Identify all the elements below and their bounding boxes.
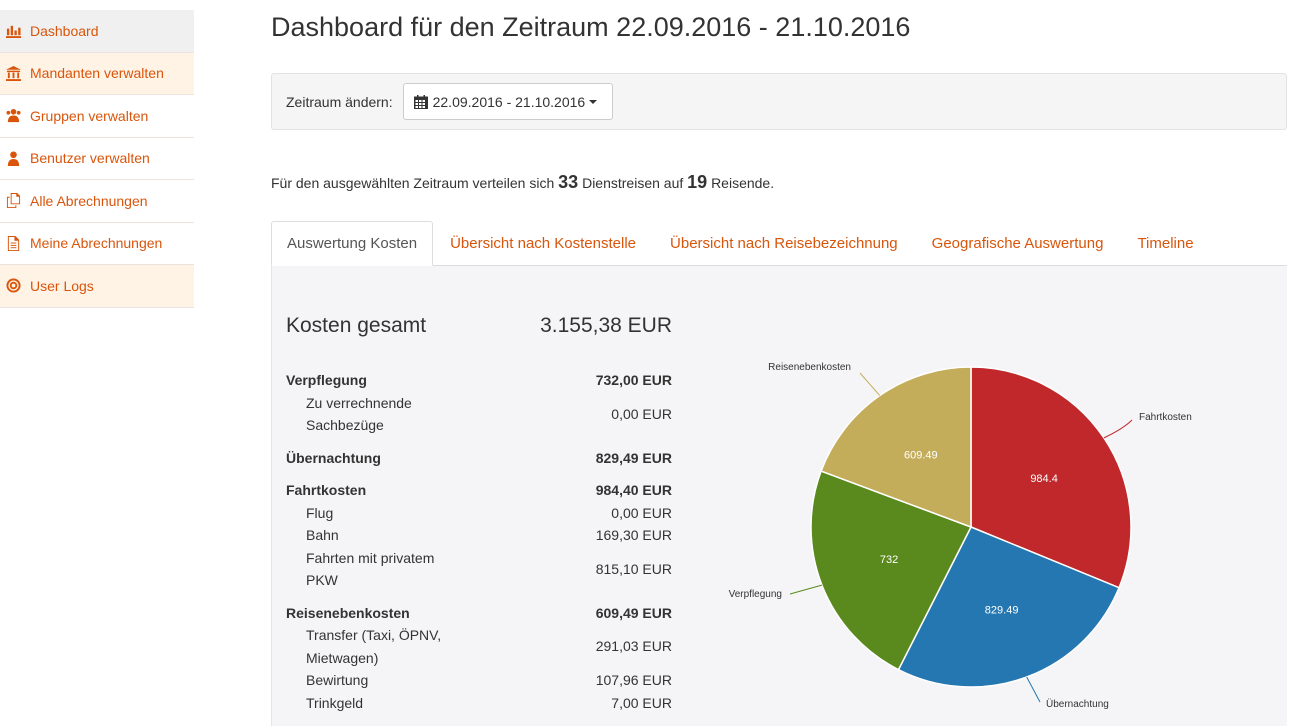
trip-count: 33 xyxy=(558,172,579,192)
pie-data-label: 732 xyxy=(880,554,898,566)
cost-pie-chart: 984.4 Fahrtkosten 829.49 Übernachtung 732 Ver… xyxy=(729,362,1192,710)
tab-auswertung-kosten[interactable]: Auswertung Kosten xyxy=(271,221,434,266)
cost-value: 829,49 EUR xyxy=(595,449,672,466)
cost-row: Zu verrechnende Sachbezüge 0,00 EUR xyxy=(286,392,672,437)
cost-value: 169,30 EUR xyxy=(595,527,672,543)
cost-label: Fahrtkosten xyxy=(286,482,367,498)
date-filter-bar: Zeitraum ändern: 22.09.2016 - 21.10.2016 xyxy=(271,73,1287,130)
cost-label: Übernachtung xyxy=(286,449,381,466)
cost-value: 107,96 EUR xyxy=(595,672,672,688)
sidebar-item-label: Alle Abrechnungen xyxy=(30,192,148,209)
bar-chart-icon xyxy=(4,23,22,39)
sidebar-item-label: Mandanten verwalten xyxy=(30,65,164,82)
total-cost-row: Kosten gesamt 3.155,38 EUR xyxy=(286,314,672,338)
tab-kostenstelle[interactable]: Übersicht nach Kostenstelle xyxy=(450,235,637,252)
cost-label: Reisenebenkosten xyxy=(286,604,410,621)
date-range-dropdown[interactable]: 22.09.2016 - 21.10.2016 xyxy=(402,83,613,120)
sidebar-item-dashboard[interactable]: Dashboard xyxy=(0,10,194,53)
cost-row: Fahrten mit privatem PKW 815,10 EUR xyxy=(286,547,672,592)
cost-label: Bahn xyxy=(306,527,339,543)
cost-row: Übernachtung 829,49 EUR xyxy=(286,447,672,470)
cost-row: Trinkgeld 7,00 EUR xyxy=(286,692,672,715)
pie-category-label: Reisenebenkosten xyxy=(768,362,851,373)
tab-reisebezeichnung[interactable]: Übersicht nach Reisebezeichnung xyxy=(670,235,898,252)
cost-label: Transfer (Taxi, ÖPNV, Mietwagen) xyxy=(306,627,442,666)
sidebar-item-gruppen[interactable]: Gruppen verwalten xyxy=(0,95,194,138)
cost-row: Transfer (Taxi, ÖPNV, Mietwagen) 291,03 … xyxy=(286,624,672,669)
cost-value: 0,00 EUR xyxy=(611,405,672,422)
cost-value: 984,40 EUR xyxy=(595,482,672,498)
cost-value: 609,49 EUR xyxy=(595,604,672,621)
cost-value: 0,00 EUR xyxy=(611,504,672,521)
pie-category-label: Übernachtung xyxy=(1046,698,1109,710)
page-title: Dashboard für den Zeitraum 22.09.2016 - … xyxy=(271,12,911,42)
cost-label: Flug xyxy=(306,504,334,521)
cost-label: Bewirtung xyxy=(306,672,369,688)
cost-row: Verpflegung 732,00 EUR xyxy=(286,369,672,392)
cost-row: Reisenebenkosten 609,49 EUR xyxy=(286,602,672,625)
calendar-icon xyxy=(413,94,428,109)
cost-row: Bewirtung 107,96 EUR xyxy=(286,669,672,692)
target-icon xyxy=(4,278,22,294)
cost-value: 815,10 EUR xyxy=(595,560,672,577)
sidebar-item-benutzer[interactable]: Benutzer verwalten xyxy=(0,138,194,180)
cost-value: 732,00 EUR xyxy=(595,372,672,388)
pie-category-label: Fahrtkosten xyxy=(1139,412,1192,423)
copy-icon xyxy=(4,193,22,209)
total-cost-label: Kosten gesamt xyxy=(286,314,427,337)
pie-connector-line xyxy=(1103,419,1133,439)
caret-down-icon xyxy=(589,99,598,104)
cost-label: Zu verrechnende Sachbezüge xyxy=(306,394,412,434)
pie-slice-reisenebenkosten[interactable] xyxy=(820,366,972,529)
pie-data-label: 984.4 xyxy=(1030,473,1058,485)
pie-data-label: 609.49 xyxy=(904,450,938,462)
sidebar-item-label: User Logs xyxy=(30,277,94,294)
user-icon xyxy=(4,150,22,166)
tab-timeline[interactable]: Timeline xyxy=(1137,235,1194,252)
tab-geografische-auswertung[interactable]: Geografische Auswertung xyxy=(931,235,1104,252)
users-icon xyxy=(4,108,22,124)
tab-bar: Auswertung Kosten Übersicht nach Kostens… xyxy=(271,221,1287,266)
cost-label: Fahrten mit privatem PKW xyxy=(306,549,435,589)
cost-breakdown-table: Verpflegung 732,00 EUR Zu verrechnende S… xyxy=(286,369,672,714)
cost-row: Flug 0,00 EUR xyxy=(286,502,672,525)
sidebar-item-user-logs[interactable]: User Logs xyxy=(0,265,194,308)
cost-label: Trinkgeld xyxy=(306,694,364,711)
cost-row: Bahn 169,30 EUR xyxy=(286,524,672,547)
cost-value: 7,00 EUR xyxy=(611,694,672,711)
total-cost-value: 3.155,38 EUR xyxy=(540,314,672,337)
sidebar-item-label: Meine Abrechnungen xyxy=(30,235,163,252)
sidebar-nav: Dashboard Mandanten verwalten Gruppen ve… xyxy=(0,10,194,308)
sidebar-item-label: Gruppen verwalten xyxy=(30,107,149,124)
pie-slice-verpflegung[interactable] xyxy=(810,470,973,671)
filter-label: Zeitraum ändern: xyxy=(286,93,393,110)
sidebar-item-alle-abrechnungen[interactable]: Alle Abrechnungen xyxy=(0,180,194,223)
trip-summary: Für den ausgewählten Zeitraum verteilen … xyxy=(271,172,774,193)
summary-middle: Dienstreisen auf xyxy=(582,175,684,191)
file-icon xyxy=(4,235,22,251)
cost-value: 291,03 EUR xyxy=(595,638,672,655)
sidebar-item-mandanten[interactable]: Mandanten verwalten xyxy=(0,52,194,95)
cost-row: Fahrtkosten 984,40 EUR xyxy=(286,479,672,502)
pie-connector-line xyxy=(789,584,823,595)
sidebar-item-label: Dashboard xyxy=(30,22,99,39)
summary-suffix: Reisende. xyxy=(711,175,775,191)
bank-icon xyxy=(4,65,22,81)
traveler-count: 19 xyxy=(687,172,708,192)
sidebar-item-label: Benutzer verwalten xyxy=(30,150,150,167)
cost-label: Verpflegung xyxy=(286,372,367,388)
summary-prefix: Für den ausgewählten Zeitraum verteilen … xyxy=(271,175,555,191)
pie-connector-line xyxy=(1026,676,1041,703)
pie-connector-line xyxy=(859,372,881,396)
date-range-value: 22.09.2016 - 21.10.2016 xyxy=(432,93,586,110)
sidebar-item-meine-abrechnungen[interactable]: Meine Abrechnungen xyxy=(0,223,194,265)
pie-category-label: Verpflegung xyxy=(729,589,782,600)
pie-data-label: 829.49 xyxy=(985,604,1019,616)
